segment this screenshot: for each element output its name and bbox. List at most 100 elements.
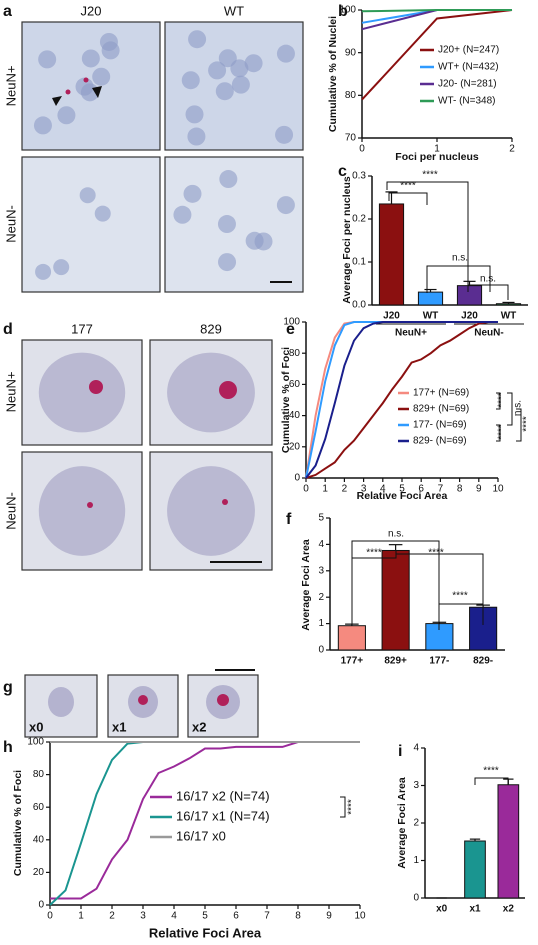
cell (275, 125, 294, 144)
x-tick-label: 1 (434, 144, 440, 155)
bar (417, 291, 444, 306)
bar (378, 203, 405, 306)
x-tick-label: x0 (436, 904, 448, 915)
x-tick-label: J20 (383, 311, 400, 322)
cell (276, 44, 295, 63)
panel-label: c (338, 163, 347, 180)
x-tick-label: 6 (418, 484, 424, 495)
significance-bracket (507, 392, 513, 426)
legend-label: 829+ (N=69) (413, 404, 469, 415)
y-axis-title: Average Foci Area (300, 539, 312, 631)
cell (167, 466, 255, 556)
y-tick-label: 80 (289, 348, 301, 359)
y-tick-label: 5 (318, 513, 324, 524)
y-tick-label: 80 (345, 90, 357, 101)
x-tick-label: x1 (469, 904, 481, 915)
column-label: J20 (81, 3, 102, 18)
x-tick-label: WT (501, 311, 517, 322)
column-label: WT (224, 3, 244, 18)
panel-label: b (338, 3, 348, 20)
y-tick-label: 4 (413, 743, 419, 754)
x-tick-label: 8 (457, 484, 463, 495)
y-tick-label: 70 (345, 133, 357, 144)
y-tick-label: 0 (294, 473, 300, 484)
cell (38, 352, 126, 433)
y-tick-label: 40 (33, 834, 45, 845)
x-tick-label: 0 (359, 144, 365, 155)
x-tick-label: 3 (140, 911, 146, 922)
y-tick-label: 0.2 (352, 214, 366, 225)
annotation: **** (366, 548, 382, 559)
legend-label: 16/17 x0 (176, 828, 226, 843)
significance-bracket (474, 777, 509, 785)
y-tick-label: 0.1 (352, 257, 366, 268)
cell (57, 106, 76, 125)
legend-label: 829- (N=69) (413, 436, 467, 447)
annotation: n.s. (480, 274, 496, 285)
x-axis-title: Relative Foci Area (357, 490, 448, 502)
x-tick-label: 7 (438, 484, 444, 495)
panel-label: i (398, 743, 402, 760)
focus (222, 499, 228, 505)
cell (218, 49, 237, 68)
cell (218, 253, 237, 272)
y-axis-title: Cumulative % of Nuclei (327, 16, 339, 132)
cell (181, 71, 200, 90)
series-line (305, 321, 498, 479)
annotation: **** (400, 181, 416, 192)
annotation: **** (428, 548, 444, 559)
cell (183, 184, 202, 203)
significance-bracket (438, 603, 484, 630)
legend-label: 177+ (N=69) (413, 388, 469, 399)
row-label: NeuN+ (3, 372, 18, 413)
annotation: n.s. (388, 529, 404, 540)
cell (53, 259, 70, 276)
x-tick-label: x2 (503, 904, 515, 915)
x-tick-label: 3 (361, 484, 367, 495)
y-tick-label: 2 (413, 818, 419, 829)
significance-bracket (496, 424, 501, 442)
y-tick-label: 20 (33, 867, 45, 878)
group-label: NeuN+ (395, 328, 427, 339)
arrowhead (92, 86, 102, 98)
x-tick-label: 4 (380, 484, 386, 495)
x-tick-label: 177- (429, 656, 449, 667)
cell (101, 41, 120, 60)
x-tick-label: 10 (354, 911, 366, 922)
y-tick-label: 0.3 (352, 171, 366, 182)
cell (33, 116, 52, 135)
cell (94, 205, 111, 222)
series-line (305, 321, 498, 479)
x-tick-label: 2 (109, 911, 115, 922)
column-label: 829 (200, 321, 222, 336)
cell (187, 127, 206, 146)
legend-label: WT- (N=348) (438, 96, 496, 107)
x-tick-label: 0 (303, 484, 309, 495)
x-tick-label: 2 (342, 484, 348, 495)
x-tick-label: 7 (264, 911, 270, 922)
y-tick-label: 3 (318, 565, 324, 576)
y-tick-label: 60 (33, 802, 45, 813)
y-tick-label: 2 (318, 592, 324, 603)
panel-label: f (286, 511, 292, 528)
x-tick-label: 9 (326, 911, 332, 922)
series-line (361, 9, 513, 101)
bar (337, 625, 366, 651)
cell (167, 352, 255, 433)
series-line (361, 9, 512, 13)
y-axis-title: Cumulative % of Foci (12, 770, 24, 876)
cell (38, 466, 126, 556)
y-tick-label: 1 (413, 855, 419, 866)
y-tick-label: 0 (413, 893, 419, 904)
bar (495, 303, 522, 306)
focus (217, 694, 229, 706)
x-axis-title: Foci per nucleus (395, 151, 479, 163)
significance-bracket (395, 550, 484, 625)
x-tick-label: 5 (399, 484, 405, 495)
y-tick-label: 1 (318, 618, 324, 629)
panel-label: g (3, 679, 13, 696)
x-tick-label: J20 (461, 311, 478, 322)
y-tick-label: 100 (339, 5, 356, 16)
row-label: NeuN- (3, 492, 18, 530)
y-tick-label: 100 (283, 317, 300, 328)
